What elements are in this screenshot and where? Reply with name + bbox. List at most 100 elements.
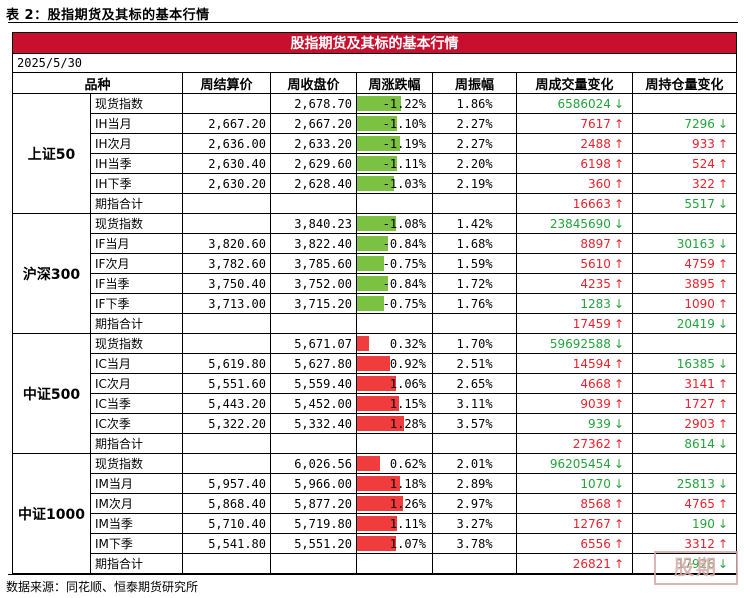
volume-change-cell: 6586024 ↓ <box>516 93 633 114</box>
table-row: IC次月 5,551.60 5,559.40 1.06% 2.65% 4668 ↑ 3141 ↑ <box>13 373 737 394</box>
settle-price: 3,820.60 <box>182 233 271 254</box>
table-row: IC次季 5,322.20 5,332.40 1.28% 3.57% 939 ↓ 2903 ↑ <box>13 413 737 434</box>
volume-change: 14594 <box>572 356 611 371</box>
row-label: 期指合计 <box>90 433 183 454</box>
volume-change: 1283 <box>580 296 611 311</box>
table-row: 中证500 现货指数 5,671.07 0.32% 1.70% 59692588 ↓ <box>12 333 737 454</box>
change-bar <box>357 356 390 371</box>
volume-change: 8897 <box>580 236 611 251</box>
change-pct: -1.03% <box>382 176 426 191</box>
change-pct: -1.08% <box>382 216 426 231</box>
amplitude: 3.27% <box>432 513 517 534</box>
group-name: 中证500 <box>12 333 91 454</box>
row-label: IH当季 <box>90 153 183 174</box>
header-volume-change: 周成交量变化 <box>516 72 633 94</box>
amplitude: 1.76% <box>432 293 517 314</box>
oi-change: 7296 <box>684 116 715 131</box>
amplitude: 1.42% <box>432 213 517 234</box>
amplitude: 2.20% <box>432 153 517 174</box>
change-pct-cell <box>356 433 433 454</box>
settle-price <box>182 93 271 114</box>
amplitude: 3.78% <box>432 533 517 554</box>
header-amplitude: 周振幅 <box>432 72 517 94</box>
change-bar <box>357 536 396 551</box>
volume-change: 12767 <box>572 516 611 531</box>
row-label: IH次月 <box>90 133 183 154</box>
volume-change: 16663 <box>572 196 611 211</box>
volume-change-cell: 16663 ↑ <box>516 193 633 214</box>
close-price: 2,628.40 <box>270 173 357 194</box>
volume-arrow-icon: ↑ <box>613 136 624 151</box>
amplitude: 1.59% <box>432 253 517 274</box>
table-row: IH当月 2,667.20 2,667.20 -1.10% 2.27% 7617 ↑ 7296… <box>13 113 737 134</box>
change-pct-cell: -0.84% <box>356 273 433 294</box>
volume-change: 4235 <box>580 276 611 291</box>
volume-change-cell: 6198 ↑ <box>516 153 633 174</box>
oi-change-cell: 190 ↓ <box>632 513 737 534</box>
oi-change-cell: 524 ↑ <box>632 153 737 174</box>
change-pct: -0.75% <box>382 296 426 311</box>
change-pct-cell: 1.06% <box>356 373 433 394</box>
oi-arrow-icon: ↑ <box>717 496 728 511</box>
oi-change-cell: 25813 ↓ <box>632 473 737 494</box>
table-row: IM当季 5,710.40 5,719.80 1.11% 3.27% 12767 ↑ 190 ↓ <box>13 513 737 534</box>
group-name: 中证1000 <box>12 453 91 574</box>
amplitude: 2.89% <box>432 473 517 494</box>
table-row: IF次月 3,782.60 3,785.60 -0.75% 1.59% 5610 ↑ 4759… <box>13 253 737 274</box>
row-label: 期指合计 <box>90 553 183 574</box>
row-label: 期指合计 <box>90 193 183 214</box>
oi-change-cell: 4759 ↑ <box>632 253 737 274</box>
change-pct: 1.26% <box>389 496 426 511</box>
change-pct-cell: 1.28% <box>356 413 433 434</box>
oi-change-cell: 322 ↑ <box>632 173 737 194</box>
volume-arrow-icon: ↑ <box>613 196 624 211</box>
settle-price <box>182 313 271 334</box>
volume-arrow-icon: ↓ <box>613 216 624 231</box>
amplitude: 2.19% <box>432 173 517 194</box>
amplitude: 1.86% <box>432 93 517 114</box>
volume-change-cell: 939 ↓ <box>516 413 633 434</box>
volume-arrow-icon: ↑ <box>613 176 624 191</box>
header-settle: 周结算价 <box>182 72 271 94</box>
amplitude: 2.27% <box>432 133 517 154</box>
oi-change: 30163 <box>676 236 715 251</box>
row-label: IF下季 <box>90 293 183 314</box>
oi-change: 8614 <box>684 436 715 451</box>
volume-change-cell: 12767 ↑ <box>516 513 633 534</box>
change-pct-cell: -1.11% <box>356 153 433 174</box>
close-price: 5,877.20 <box>270 493 357 514</box>
table-row: 中证1000 现货指数 6,026.56 0.62% 2.01% 96205454 ↓ <box>12 453 737 574</box>
volume-change-cell: 8568 ↑ <box>516 493 633 514</box>
change-pct-cell: 0.92% <box>356 353 433 374</box>
change-pct-cell <box>356 553 433 574</box>
oi-change-cell: 30163 ↓ <box>632 233 737 254</box>
change-bar <box>357 96 401 111</box>
row-label: IM当季 <box>90 513 183 534</box>
oi-change: 3895 <box>684 276 715 291</box>
oi-arrow-icon: ↓ <box>717 196 728 211</box>
oi-change-cell: 4765 ↑ <box>632 493 737 514</box>
change-pct: 0.32% <box>389 336 426 351</box>
oi-change: 17926 <box>676 556 715 571</box>
volume-change: 6198 <box>580 156 611 171</box>
volume-change-cell: 96205454 ↓ <box>516 453 633 474</box>
volume-change-cell: 26821 ↑ <box>516 553 633 574</box>
row-label: IM当月 <box>90 473 183 494</box>
volume-change: 7617 <box>580 116 611 131</box>
change-pct-cell: -0.75% <box>356 253 433 274</box>
settle-price <box>182 553 271 574</box>
change-bar <box>357 496 403 511</box>
change-bar <box>357 256 384 271</box>
volume-change: 360 <box>588 176 611 191</box>
oi-change: 3312 <box>684 536 715 551</box>
volume-arrow-icon: ↑ <box>613 356 624 371</box>
settle-price: 5,868.40 <box>182 493 271 514</box>
change-pct: 1.07% <box>389 536 426 551</box>
oi-change-cell: 2903 ↑ <box>632 413 737 434</box>
settle-price: 2,667.20 <box>182 113 271 134</box>
table-row: IH次月 2,636.00 2,633.20 -1.19% 2.27% 2488 ↑ 933 ↑ <box>13 133 737 154</box>
header-change-pct: 周涨跌幅 <box>356 72 433 94</box>
oi-change-cell: 5517 ↓ <box>632 193 737 214</box>
change-bar <box>357 396 399 411</box>
change-bar <box>357 176 394 191</box>
